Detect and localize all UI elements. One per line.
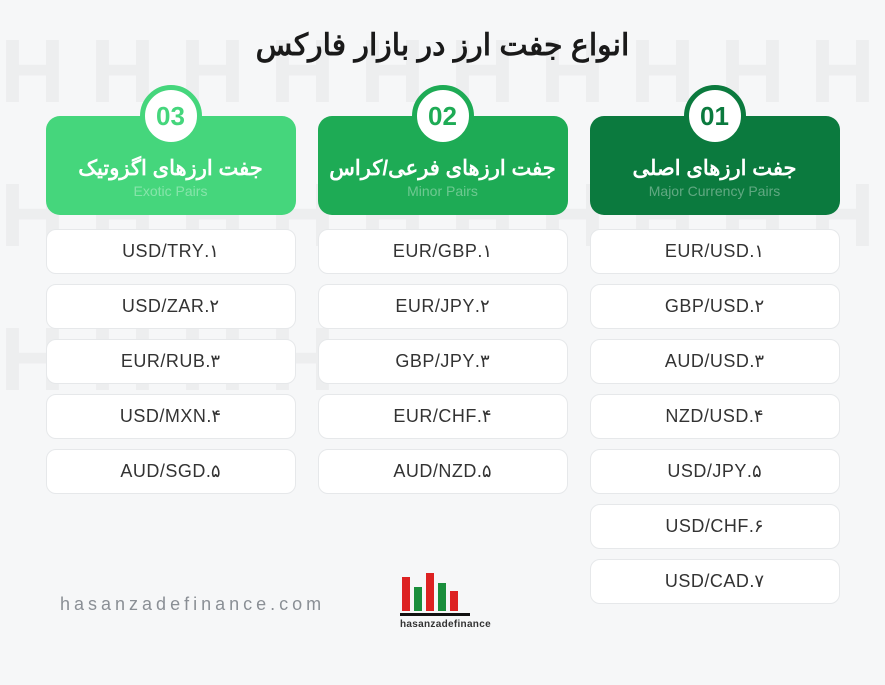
header-sub-exotic: Exotic Pairs — [56, 183, 286, 199]
list-item: ۳.EUR/RUB — [46, 339, 296, 384]
list-item: ۴.EUR/CHF — [318, 394, 568, 439]
header-title-minor: جفت ارزهای فرعی/کراس — [328, 156, 558, 181]
list-item: ۱.USD/TRY — [46, 229, 296, 274]
list-minor: ۱.EUR/GBP ۲.EUR/JPY ۳.GBP/JPY ۴.EUR/CHF … — [318, 229, 568, 494]
list-major: ۱.EUR/USD ۲.GBP/USD ۳.AUD/USD ۴.NZD/USD … — [590, 229, 840, 604]
column-minor: 02 جفت ارزهای فرعی/کراس Minor Pairs ۱.EU… — [318, 85, 568, 604]
list-item: ۵.AUD/NZD — [318, 449, 568, 494]
column-exotic: 03 جفت ارزهای اگزوتیک Exotic Pairs ۱.USD… — [46, 85, 296, 604]
badge-02: 02 — [412, 85, 474, 147]
header-sub-minor: Minor Pairs — [328, 183, 558, 199]
header-sub-major: Major Currency Pairs — [600, 183, 830, 199]
page-title: انواع جفت ارز در بازار فارکس — [0, 0, 885, 85]
list-item: ۳.AUD/USD — [590, 339, 840, 384]
badge-03: 03 — [140, 85, 202, 147]
list-item: ۱.EUR/GBP — [318, 229, 568, 274]
list-item: ۲.EUR/JPY — [318, 284, 568, 329]
list-item: ۵.AUD/SGD — [46, 449, 296, 494]
header-title-major: جفت ارزهای اصلی — [600, 156, 830, 181]
footer-url: hasanzadefinance.com — [60, 594, 325, 615]
list-item: ۴.USD/MXN — [46, 394, 296, 439]
list-item: ۳.GBP/JPY — [318, 339, 568, 384]
list-item: ۲.USD/ZAR — [46, 284, 296, 329]
header-title-exotic: جفت ارزهای اگزوتیک — [56, 156, 286, 181]
logo-icon — [400, 571, 470, 617]
badge-01: 01 — [684, 85, 746, 147]
logo: hasanzadefinance — [400, 571, 491, 630]
column-major: 01 جفت ارزهای اصلی Major Currency Pairs … — [590, 85, 840, 604]
columns-container: 03 جفت ارزهای اگزوتیک Exotic Pairs ۱.USD… — [0, 85, 885, 604]
list-item: ۴.NZD/USD — [590, 394, 840, 439]
list-item: ۲.GBP/USD — [590, 284, 840, 329]
list-item: ۱.EUR/USD — [590, 229, 840, 274]
list-item: ۵.USD/JPY — [590, 449, 840, 494]
list-item: ۶.USD/CHF — [590, 504, 840, 549]
list-exotic: ۱.USD/TRY ۲.USD/ZAR ۳.EUR/RUB ۴.USD/MXN … — [46, 229, 296, 494]
logo-text: hasanzadefinance — [400, 619, 491, 630]
list-item: ۷.USD/CAD — [590, 559, 840, 604]
